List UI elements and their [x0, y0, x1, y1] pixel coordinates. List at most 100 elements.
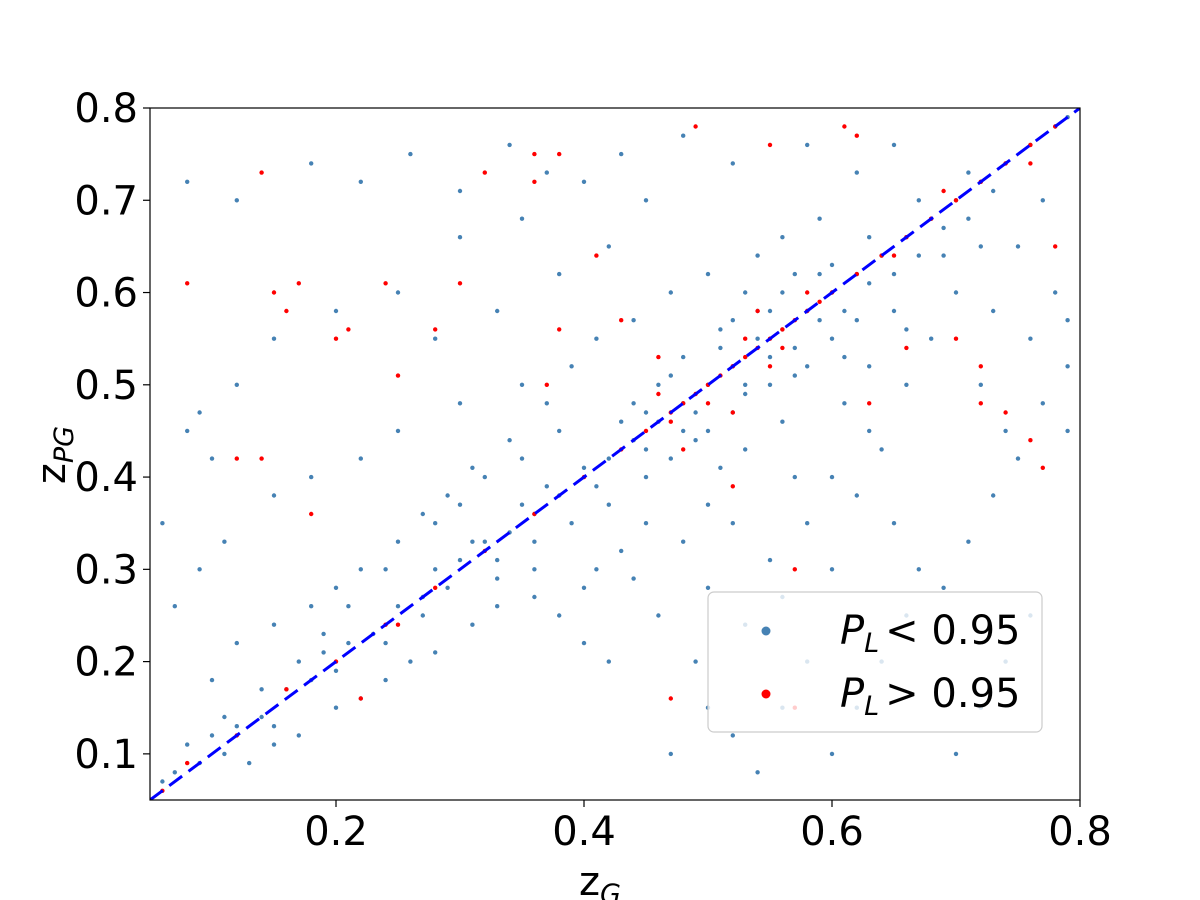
point-pl-below-166	[495, 604, 500, 609]
point-pl-above-70	[234, 456, 239, 461]
point-pl-below-40	[271, 724, 277, 729]
legend-label-pl-above: PL > 0.95	[840, 671, 1020, 722]
point-pl-below-120	[234, 640, 239, 646]
point-pl-above-80	[668, 696, 673, 701]
y-tick-label: 0.6	[74, 271, 138, 317]
point-pl-above-60	[842, 124, 847, 129]
point-pl-below-224	[185, 742, 190, 747]
point-pl-above-36	[705, 401, 711, 406]
point-pl-below-170	[383, 677, 388, 683]
point-pl-below-95	[805, 521, 810, 526]
point-pl-above-41	[730, 410, 735, 415]
point-pl-above-65	[1003, 410, 1008, 415]
point-pl-below-232	[681, 428, 686, 434]
point-pl-above-6	[433, 585, 438, 590]
point-pl-below-159	[854, 170, 859, 175]
point-pl-below-201	[916, 253, 921, 258]
point-pl-below-43	[433, 567, 438, 572]
point-pl-below-202	[941, 253, 946, 258]
point-pl-below-150	[358, 179, 363, 184]
point-pl-below-143	[197, 567, 202, 572]
point-pl-above-61	[854, 133, 859, 138]
point-pl-below-74	[693, 438, 698, 443]
point-pl-below-25	[755, 336, 760, 341]
point-pl-below-57	[941, 225, 946, 231]
x-tick-label: 0.8	[1048, 809, 1112, 855]
y-tick-label: 0.1	[74, 732, 138, 778]
point-pl-below-79	[606, 502, 611, 507]
point-pl-below-10	[395, 604, 401, 609]
point-pl-below-249	[420, 613, 425, 618]
y-tick-label: 0.7	[74, 178, 138, 224]
legend-marker-blue	[761, 626, 771, 636]
point-pl-below-242	[532, 539, 537, 544]
point-pl-below-135	[457, 235, 463, 240]
point-pl-below-47	[643, 410, 649, 415]
point-pl-below-165	[532, 567, 537, 572]
point-pl-below-203	[966, 216, 971, 221]
y-axis-ticks: 0.1 0.2 0.3 0.4 0.5 0.6 0.7 0.8	[74, 86, 150, 778]
point-pl-below-231	[643, 447, 649, 452]
point-pl-below-145	[209, 456, 215, 461]
point-pl-below-235	[842, 354, 847, 360]
point-pl-below-141	[160, 521, 165, 526]
point-pl-below-50	[767, 308, 773, 314]
point-pl-below-214	[507, 438, 512, 443]
point-pl-below-177	[916, 567, 921, 572]
point-pl-below-18	[581, 465, 587, 470]
point-pl-below-172	[333, 705, 339, 710]
point-pl-below-209	[668, 290, 673, 295]
point-pl-below-54	[867, 235, 872, 240]
point-pl-below-96	[829, 474, 835, 480]
point-pl-below-229	[767, 354, 773, 360]
point-pl-above-37	[743, 336, 748, 341]
point-pl-below-225	[160, 779, 165, 784]
point-pl-below-88	[730, 733, 735, 738]
point-pl-below-132	[643, 198, 649, 203]
point-pl-below-125	[358, 456, 363, 461]
point-pl-above-48	[284, 308, 289, 314]
point-pl-below-127	[271, 493, 277, 498]
point-pl-below-93	[594, 567, 599, 572]
legend-label-pl-below: PL < 0.95	[840, 608, 1020, 659]
point-pl-below-109	[854, 493, 859, 498]
point-pl-below-86	[693, 659, 698, 664]
point-pl-above-86	[1028, 161, 1033, 166]
legend-marker-red	[761, 689, 771, 699]
point-pl-below-152	[457, 188, 463, 194]
plot-frame	[149, 107, 1081, 801]
point-pl-above-76	[557, 327, 562, 332]
point-pl-below-244	[643, 521, 649, 526]
point-pl-below-103	[1028, 336, 1033, 341]
point-pl-below-49	[743, 382, 748, 387]
point-pl-below-67	[656, 382, 661, 387]
point-pl-below-121	[209, 677, 215, 683]
point-pl-below-55	[891, 271, 897, 277]
point-pl-below-72	[792, 271, 797, 277]
point-pl-above-35	[668, 419, 673, 424]
point-pl-below-198	[842, 401, 847, 406]
x-tick-label: 0.2	[304, 809, 368, 855]
point-pl-below-226	[619, 419, 624, 424]
point-pl-below-167	[470, 622, 475, 627]
point-pl-below-71	[854, 318, 859, 323]
point-pl-below-155	[619, 151, 624, 157]
point-pl-above-55	[532, 151, 537, 157]
point-pl-below-160	[891, 142, 897, 148]
point-pl-below-176	[891, 521, 897, 526]
point-pl-below-14	[482, 539, 487, 544]
point-pl-below-162	[557, 613, 562, 618]
point-pl-below-230	[817, 318, 822, 323]
point-pl-below-197	[792, 474, 797, 480]
point-pl-below-63	[767, 382, 773, 387]
point-pl-above-72	[309, 511, 314, 517]
point-pl-below-158	[805, 142, 810, 148]
point-pl-below-161	[532, 594, 537, 600]
point-pl-below-223	[222, 714, 227, 720]
point-pl-below-185	[1065, 428, 1070, 434]
point-pl-below-241	[569, 521, 574, 526]
point-pl-below-237	[730, 318, 735, 323]
point-pl-below-42	[383, 640, 388, 646]
point-pl-below-115	[395, 539, 401, 544]
point-pl-below-39	[209, 733, 215, 738]
